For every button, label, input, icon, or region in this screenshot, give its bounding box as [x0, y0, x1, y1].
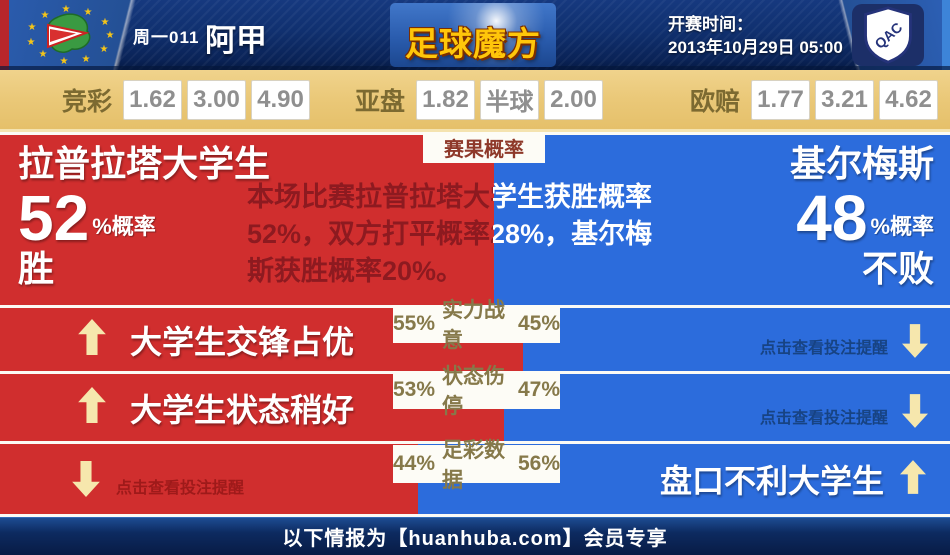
- factor-badge-strength: 55% 实力战意 45%: [393, 299, 560, 352]
- kickoff-label: 开赛时间：: [668, 15, 753, 34]
- summary-line: 52%，双方打平概率28%，基尔梅: [247, 219, 653, 249]
- home-team-crest-icon: ★ ★ ★ ★ ★ ★ ★ ★ ★ ★ ★: [20, 3, 120, 67]
- home-factor-percent: 44%: [393, 452, 436, 475]
- arrow-up-icon: [900, 459, 926, 499]
- away-factor-percent: 56%: [517, 452, 560, 475]
- svg-text:★: ★: [84, 7, 93, 18]
- brand-logo-panel: 足球魔方: [390, 3, 556, 67]
- tab-result-probability[interactable]: 赛果概率: [423, 132, 545, 163]
- arrow-down-icon[interactable]: [902, 394, 928, 433]
- away-factor-headline: 盘口不利大学生: [659, 463, 884, 499]
- svg-text:★: ★: [39, 49, 48, 60]
- home-factor-percent: 55%: [393, 312, 436, 335]
- odds-value-draw: 3.21: [815, 79, 875, 120]
- kickoff-datetime: 2013年10月29日 05:00: [668, 38, 843, 57]
- header-red-edge: [0, 0, 9, 70]
- odds-label: 欧赔: [690, 87, 741, 116]
- home-bet-hint-area[interactable]: 点击查看投注提醒: [0, 444, 418, 514]
- header-diagonal-band-left: [0, 0, 260, 70]
- away-factor-percent: 45%: [517, 312, 560, 335]
- home-outcome: 胜: [18, 248, 55, 289]
- factor-row-pool-data: 点击查看投注提醒 盘口不利大学生 44% 足彩数据 56%: [0, 439, 950, 514]
- svg-text:★: ★: [101, 17, 110, 28]
- odds-group-yapan: 亚盘 1.82 半球 2.00: [355, 70, 604, 129]
- bet-hint-text[interactable]: 点击查看投注提醒: [759, 410, 888, 427]
- league-name: 阿甲: [205, 23, 267, 58]
- home-factor-percent: 53%: [393, 378, 436, 401]
- svg-text:★: ★: [41, 10, 50, 21]
- away-bet-hint-area[interactable]: 点击查看投注提醒: [503, 374, 950, 441]
- odds-value-home: 1.62: [123, 79, 183, 120]
- factor-row-form: 大学生状态稍好 点击查看投注提醒 53% 状态伤停 47%: [0, 365, 950, 441]
- home-probability-panel: [0, 135, 494, 305]
- svg-text:★: ★: [106, 30, 115, 41]
- odds-bar: 竞彩 1.62 3.00 4.90 亚盘 1.82 半球 2.00 欧赔 1.7…: [0, 70, 950, 132]
- away-probability-panel: [494, 135, 950, 305]
- brand-logo: 足球魔方: [405, 25, 541, 62]
- home-factor-headline: 大学生状态稍好: [130, 391, 355, 428]
- odds-value-home: 1.82: [416, 79, 476, 120]
- arrow-down-icon[interactable]: [902, 324, 928, 363]
- percent-label: %概率: [92, 214, 156, 239]
- away-team-crest-icon: QAC: [852, 4, 924, 66]
- odds-handicap: 半球: [480, 79, 540, 120]
- result-probability-section: 赛果概率 拉普拉塔大学生 52 %概率 胜 基尔梅斯 48 %概率 不败 本场比…: [0, 132, 950, 305]
- svg-text:★: ★: [82, 54, 91, 65]
- odds-value-away: 4.62: [879, 79, 939, 120]
- svg-text:★: ★: [28, 22, 37, 33]
- percent-label: %概率: [870, 214, 934, 239]
- bet-hint-text[interactable]: 点击查看投注提醒: [759, 340, 888, 357]
- away-outcome: 不败: [861, 248, 934, 289]
- away-probability-block: 基尔梅斯 48 %概率 不败: [790, 143, 934, 289]
- factor-badge-form: 53% 状态伤停 47%: [393, 365, 560, 418]
- away-unbeaten-percent: 48: [796, 182, 868, 254]
- factor-badge-pool-data: 44% 足彩数据 56%: [393, 439, 560, 492]
- factor-name: 状态伤停: [442, 365, 506, 418]
- kickoff-time-block: 开赛时间： 2013年10月29日 05:00: [668, 13, 843, 59]
- home-probability-block: 拉普拉塔大学生 52 %概率 胜: [18, 143, 270, 289]
- factor-name: 足彩数据: [442, 439, 506, 492]
- home-factor-headline: 大学生交锋占优: [130, 323, 355, 360]
- odds-label: 竞彩: [62, 87, 113, 116]
- factor-name: 实力战意: [442, 299, 506, 352]
- member-exclusive-text: 以下情报为【huanhuba.com】会员专享: [282, 528, 668, 550]
- match-header: ★ ★ ★ ★ ★ ★ ★ ★ ★ ★ ★ 周一011 阿甲 足球魔方 开赛时间： 2013年…: [0, 0, 950, 70]
- odds-value-away: 2.00: [544, 79, 604, 120]
- header-blue-edge: [942, 0, 950, 70]
- svg-text:★: ★: [100, 44, 109, 55]
- home-win-percent: 52: [18, 182, 90, 254]
- svg-text:★: ★: [27, 37, 36, 48]
- away-team-name: 基尔梅斯: [789, 143, 934, 184]
- member-exclusive-bar: 以下情报为【huanhuba.com】会员专享: [0, 517, 950, 555]
- factor-row-strength: 大学生交锋占优 点击查看投注提醒 55% 实力战意 45%: [0, 299, 950, 371]
- odds-value-away: 4.90: [251, 79, 311, 120]
- away-bet-hint-area[interactable]: 点击查看投注提醒: [522, 308, 950, 371]
- header-divider: [0, 66, 950, 70]
- odds-value-draw: 3.00: [187, 79, 247, 120]
- home-team-name: 拉普拉塔大学生: [18, 143, 271, 184]
- odds-group-oupei: 欧赔 1.77 3.21 4.62: [690, 70, 939, 129]
- arrow-up-icon: [78, 387, 106, 428]
- svg-text:★: ★: [62, 4, 71, 15]
- odds-group-jingcai: 竞彩 1.62 3.00 4.90: [62, 70, 311, 129]
- bet-hint-text[interactable]: 点击查看投注提醒: [116, 480, 245, 497]
- match-number-tag: 周一011: [133, 28, 200, 47]
- summary-line: 本场比赛拉普拉塔大学生获胜概率: [247, 182, 652, 212]
- odds-value-home: 1.77: [751, 79, 811, 120]
- odds-label: 亚盘: [355, 87, 406, 116]
- summary-line: 斯获胜概率20%。: [247, 256, 464, 286]
- probability-summary: 本场比赛拉普拉塔大学生获胜概率 52%，双方打平概率28%，基尔梅 斯获胜概率2…: [247, 179, 679, 290]
- arrow-up-icon: [78, 319, 106, 360]
- arrow-down-icon[interactable]: [72, 461, 100, 502]
- svg-text:★: ★: [60, 56, 69, 67]
- away-factor-percent: 47%: [517, 378, 560, 401]
